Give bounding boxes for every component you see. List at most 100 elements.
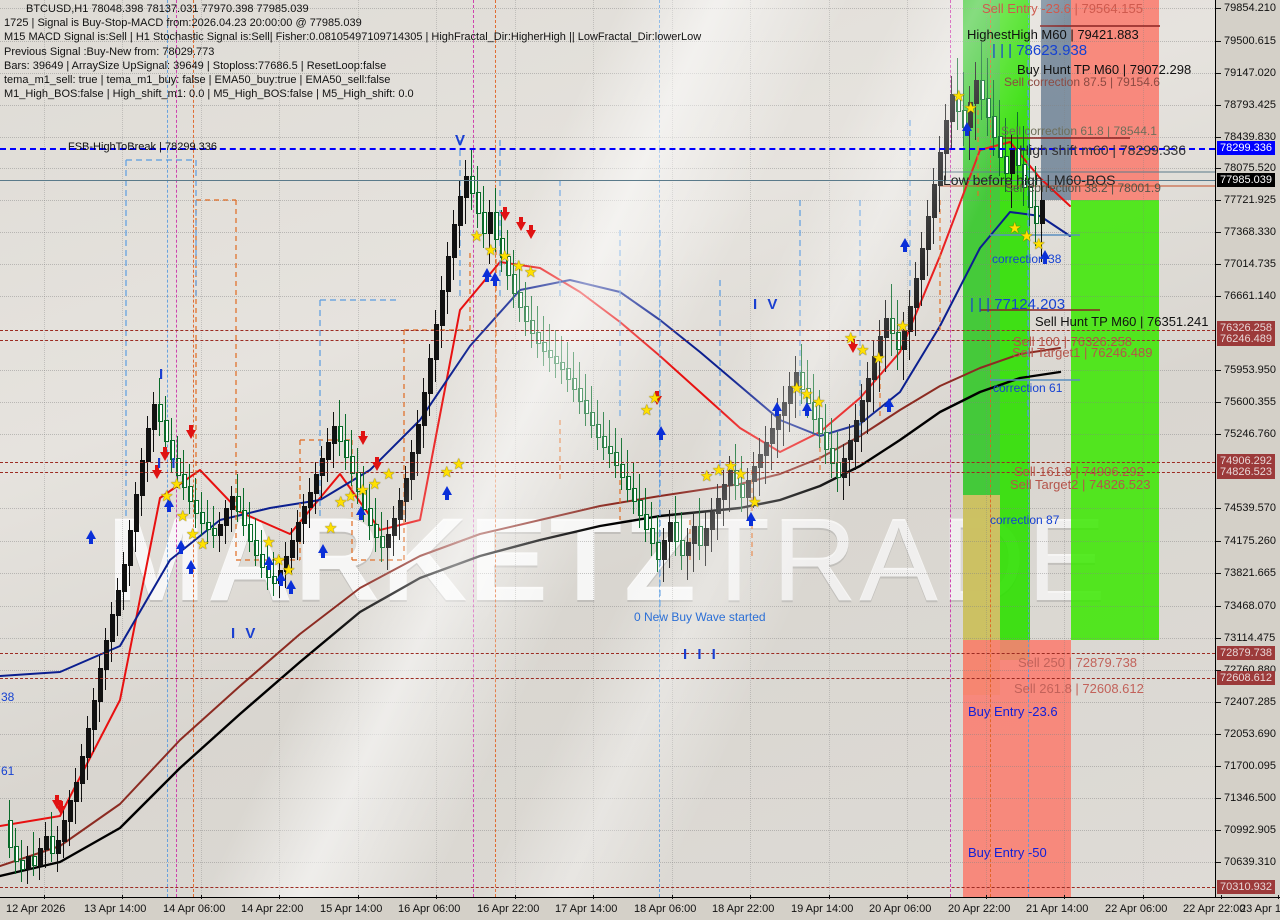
- candle-body: [200, 512, 205, 524]
- time-tick-mark: [436, 895, 437, 899]
- time-tick-mark: [201, 895, 202, 899]
- price-tick-label: 72407.285: [1224, 696, 1276, 708]
- sell-signal-arrow: [516, 217, 526, 231]
- buy-signal-arrow: [286, 580, 296, 594]
- sell-signal-arrow: [186, 425, 196, 439]
- candle-wick: [357, 448, 358, 504]
- candle-body: [422, 392, 427, 426]
- star-marker: ★: [524, 264, 538, 281]
- price-highlight-label[interactable]: 74826.523: [1217, 465, 1275, 479]
- candle-wick: [435, 310, 436, 382]
- price-highlight-label[interactable]: 78299.336: [1217, 141, 1275, 155]
- price-highlight-label[interactable]: 76246.489: [1217, 332, 1275, 346]
- candle-body: [740, 484, 745, 498]
- price-highlight-label[interactable]: 77985.039: [1217, 173, 1275, 187]
- candle-body: [62, 820, 67, 842]
- star-marker: ★: [964, 100, 978, 117]
- candle-body: [572, 378, 577, 390]
- candle-body: [782, 402, 787, 416]
- time-tick-label: 20 Apr 22:00: [948, 903, 1011, 915]
- candle-body: [818, 418, 823, 434]
- grid-line-h: [0, 702, 1215, 703]
- grid-line-h: [0, 830, 1215, 831]
- star-marker: ★: [282, 562, 296, 579]
- price-axis[interactable]: 79854.210 79500.615 79147.020 78793.425 7843…: [1215, 0, 1280, 897]
- price-highlight-label[interactable]: 76326.258: [1217, 321, 1275, 335]
- time-axis[interactable]: 12 Apr 2026 13 Apr 14:00 14 Apr 06:00 14 Ap…: [0, 895, 1280, 920]
- candle-wick: [777, 398, 778, 458]
- sell-signal-arrow: [358, 431, 368, 445]
- buy-signal-arrow: [802, 402, 812, 416]
- time-tick-mark: [358, 895, 359, 899]
- candle-wick: [675, 496, 676, 556]
- candle-body: [284, 556, 289, 572]
- price-highlight-label[interactable]: 72879.738: [1217, 646, 1275, 660]
- buy-signal-arrow: [186, 560, 196, 574]
- candle-body: [536, 332, 541, 344]
- candle-body: [908, 306, 913, 332]
- candle-body: [746, 480, 751, 498]
- grid-line-v: [829, 0, 830, 897]
- time-tick-label: 22 Apr 06:00: [1105, 903, 1168, 915]
- candle-body: [812, 402, 817, 420]
- candle-body: [50, 836, 55, 854]
- candle-wick: [441, 276, 442, 348]
- wave-marker: V: [455, 132, 469, 149]
- candle-body: [770, 428, 775, 444]
- candle-body: [368, 508, 373, 526]
- candle-body: [650, 528, 655, 544]
- candle-wick: [1017, 112, 1018, 190]
- level-fsb-high: [0, 148, 1215, 150]
- candle-wick: [999, 100, 1000, 176]
- grid-line-h: [0, 41, 1215, 42]
- price-highlight-label[interactable]: 70310.932: [1217, 880, 1275, 894]
- candle-body: [224, 508, 229, 526]
- candle-body: [896, 332, 901, 350]
- candle-body: [134, 494, 139, 532]
- chart-plot-area[interactable]: MARKETZTRADE ★ ★ ★ ★ ★ ★ ★ ★ ★ ★ ★ ★ ★ ★ ★ ★ ★ ★ ★ ★ ★ ★ ★ ★ ★ ★ ★…: [0, 0, 1215, 897]
- grid-line-v: [672, 0, 673, 897]
- candle-body: [308, 492, 313, 508]
- candle-wick: [345, 414, 346, 470]
- candle-body: [878, 336, 883, 358]
- candle-wick: [351, 430, 352, 486]
- candle-wick: [687, 528, 688, 580]
- time-tick-label: 21 Apr 14:00: [1026, 903, 1089, 915]
- candle-wick: [615, 428, 616, 478]
- candle-body: [632, 488, 637, 502]
- sell-signal-arrow: [500, 207, 510, 221]
- star-marker: ★: [484, 242, 498, 259]
- price-highlight-label[interactable]: 74906.292: [1217, 454, 1275, 468]
- buy-signal-arrow: [318, 544, 328, 558]
- candle-body: [680, 540, 685, 556]
- time-tick-label: 14 Apr 22:00: [241, 903, 304, 915]
- price-tick: 72053.690: [1216, 728, 1276, 740]
- header-line-5: M1_High_BOS:false | High_shift_m1: 0.0 |…: [4, 88, 414, 101]
- grid-line-v: [201, 0, 202, 897]
- candle-body: [830, 448, 835, 464]
- buy-signal-arrow: [772, 402, 782, 416]
- candle-body: [926, 216, 931, 250]
- candle-wick: [771, 414, 772, 470]
- candle-body: [410, 452, 415, 480]
- price-highlight-label[interactable]: 72608.612: [1217, 671, 1275, 685]
- candle-body: [860, 400, 865, 422]
- candle-wick: [747, 468, 748, 520]
- vline-magenta-3: [950, 0, 951, 897]
- candle-body: [548, 350, 553, 358]
- candle-wick: [33, 832, 34, 876]
- candle-wick: [813, 374, 814, 434]
- level-sell-1618: [0, 462, 1215, 463]
- candle-body: [986, 98, 991, 118]
- candle-body: [20, 860, 25, 870]
- candle-wick: [1041, 182, 1042, 262]
- star-marker: ★: [872, 350, 886, 367]
- vline-blue-2: [659, 0, 660, 897]
- candle-wick: [387, 520, 388, 570]
- candle-wick: [795, 356, 796, 418]
- price-tick-label: 75953.950: [1224, 364, 1276, 376]
- candle-body: [578, 388, 583, 402]
- candle-wick: [411, 440, 412, 500]
- candle-wick: [207, 500, 208, 544]
- candle-wick: [945, 104, 946, 180]
